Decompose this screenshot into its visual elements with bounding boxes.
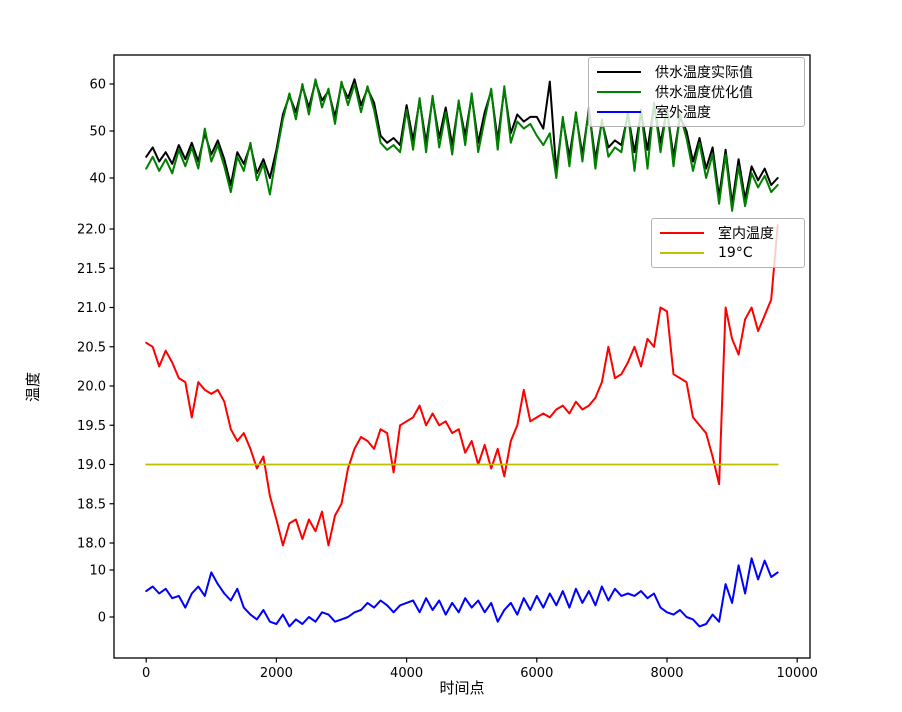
- y-tick-label: 20.0: [77, 380, 106, 395]
- legend-line-sample-19c: [660, 251, 704, 255]
- x-axis-label: 时间点: [439, 679, 484, 697]
- y-tick-label: 22.0: [77, 223, 106, 238]
- legend-item-supply-optimized: 供水温度优化值: [597, 82, 796, 102]
- x-tick-label: 2000: [260, 666, 293, 681]
- y-tick-label: 10: [89, 564, 106, 579]
- plot-border: [113, 54, 811, 659]
- legend-label-outdoor: 室外温度: [655, 105, 711, 121]
- x-tick-label: 0: [142, 666, 150, 681]
- legend-item-19c: 19°C: [660, 243, 796, 263]
- legend-line-sample-outdoor: [597, 110, 641, 114]
- y-tick-label: 60: [89, 78, 106, 93]
- y-tick-label: 40: [89, 172, 106, 187]
- legend-item-indoor: 室内温度: [660, 223, 796, 243]
- y-tick-label: 0: [98, 611, 106, 626]
- y-tick-label: 19.0: [77, 458, 106, 473]
- legend-supply-temperature: 供水温度实际值 供水温度优化值 室外温度: [588, 57, 805, 127]
- legend-item-outdoor: 室外温度: [597, 102, 796, 122]
- series-indoor: [145, 224, 779, 547]
- x-tick-label: 8000: [650, 666, 683, 681]
- legend-indoor-temperature: 室内温度 19°C: [651, 218, 805, 268]
- legend-line-sample-supply-actual: [597, 70, 641, 74]
- x-tick-label: 4000: [390, 666, 423, 681]
- legend-item-supply-actual: 供水温度实际值: [597, 62, 796, 82]
- plot-layer: 0 2000 4000 6000 8000 10000 60 50 40 22.0 21.5 21.0…: [77, 54, 818, 681]
- y-tick-label: 18.5: [77, 497, 106, 512]
- y-tick-label: 50: [89, 125, 106, 140]
- y-tick-label: 20.5: [77, 340, 106, 355]
- y-tick-label: 19.5: [77, 419, 106, 434]
- legend-label-supply-actual: 供水温度实际值: [655, 65, 753, 81]
- series-supply-optimized: [145, 78, 779, 212]
- y-axis-label: 温度: [24, 372, 42, 402]
- legend-label-supply-optimized: 供水温度优化值: [655, 85, 753, 101]
- y-tick-label: 21.0: [77, 301, 106, 316]
- x-tick-label: 6000: [520, 666, 553, 681]
- x-tick-label: 10000: [777, 666, 818, 681]
- series-outdoor: [145, 557, 779, 628]
- legend-line-sample-supply-optimized: [597, 90, 641, 94]
- legend-label-19c: 19°C: [718, 245, 753, 261]
- y-tick-label: 18.0: [77, 537, 106, 552]
- legend-line-sample-indoor: [660, 231, 704, 235]
- legend-label-indoor: 室内温度: [718, 226, 774, 242]
- y-tick-label: 21.5: [77, 262, 106, 277]
